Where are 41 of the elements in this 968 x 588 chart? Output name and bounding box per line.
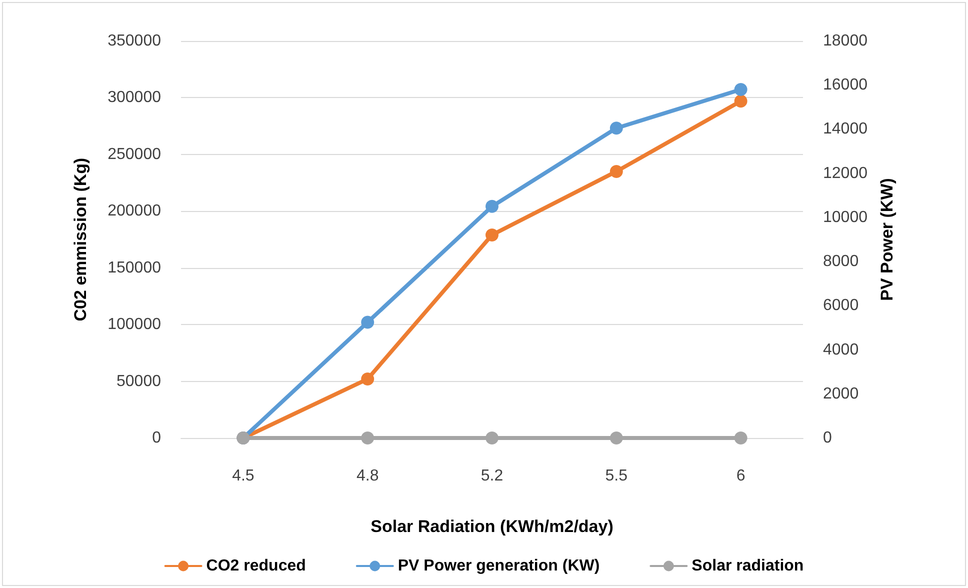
y2-tick-label: 12000: [823, 164, 868, 182]
y2-tick-label: 4000: [823, 341, 859, 358]
y-tick-label: 150000: [108, 259, 162, 276]
y2-axis-title: PV Power (KW): [877, 178, 896, 301]
y2-tick-label: 18000: [823, 32, 868, 50]
legend-label: CO2 reduced: [206, 558, 306, 574]
y-tick-label: 0: [152, 430, 162, 446]
y2-tick-label: 6000: [823, 297, 859, 314]
point: [734, 94, 748, 108]
x-tick-label: 4.8: [356, 468, 379, 484]
y2-tick-label: 10000: [823, 208, 868, 226]
x-axis-title: Solar Radiation (KWh/m2/day): [370, 517, 614, 536]
point: [734, 432, 748, 444]
point: [486, 432, 498, 444]
y-tick-label: 100000: [108, 316, 162, 334]
point: [486, 228, 498, 242]
point: [610, 122, 623, 135]
y-tick-label: 50000: [116, 372, 162, 390]
y-tick-label: 350000: [108, 32, 162, 50]
y-tick-label: 300000: [108, 89, 162, 106]
legend-label: PV Power generation (KW): [398, 558, 600, 574]
y-axis-title: C02 emmission (Kg): [71, 158, 90, 322]
y2-tick-label: 0: [823, 430, 832, 446]
y2-tick-label: 16000: [823, 76, 868, 94]
point: [610, 432, 623, 444]
point: [361, 372, 374, 386]
y-tick-label: 200000: [108, 202, 162, 220]
y2-tick-label: 8000: [823, 253, 859, 270]
point: [610, 164, 623, 178]
x-tick-label: 5.5: [605, 468, 628, 484]
x-tick-label: 6: [736, 468, 746, 484]
point: [486, 200, 498, 213]
y-tick-label: 250000: [108, 146, 162, 163]
y2-tick-label: 14000: [823, 120, 868, 138]
point: [361, 432, 374, 444]
legend-label: Solar radiation: [692, 558, 804, 574]
y2-tick-label: 2000: [823, 385, 859, 402]
x-tick-label: 4.5: [232, 468, 254, 484]
point: [734, 83, 748, 96]
x-tick-label: 5.2: [480, 468, 504, 484]
point: [361, 316, 374, 329]
